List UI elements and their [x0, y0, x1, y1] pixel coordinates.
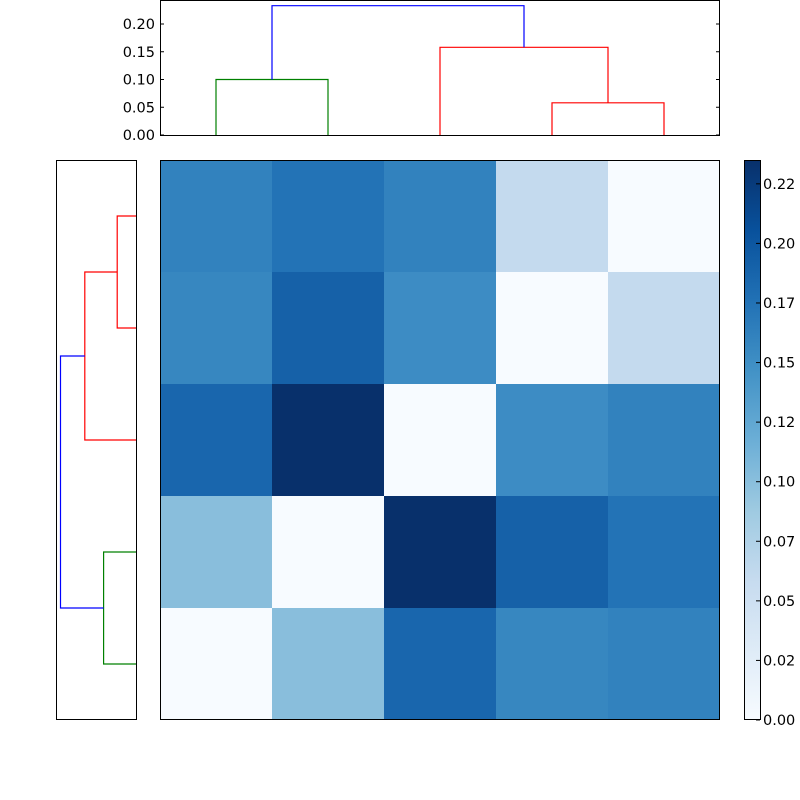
- colorbar-tick-label: 0.20: [763, 236, 795, 252]
- colorbar-tick-label: 0.22: [763, 177, 795, 193]
- heatmap-cell: [608, 608, 720, 720]
- heatmap-cells: [160, 160, 720, 720]
- heatmap-cell: [272, 384, 384, 496]
- top-dendrogram-y-axis: 0.00 0.05 0.10 0.15 0.20: [123, 17, 720, 144]
- y-tick-label: 0.05: [123, 100, 155, 116]
- heatmap: [160, 160, 720, 720]
- heatmap-cell: [608, 496, 720, 608]
- y-tick-label: 0.20: [123, 17, 155, 33]
- colorbar-tick-label: 0.05: [763, 594, 795, 610]
- heatmap-cell: [160, 496, 272, 608]
- y-tick-label: 0.00: [123, 128, 155, 144]
- heatmap-cell: [384, 272, 496, 384]
- heatmap-cell: [496, 384, 608, 496]
- colorbar-tick-label: 0.17: [763, 296, 795, 312]
- heatmap-cell: [384, 608, 496, 720]
- heatmap-cell: [384, 496, 496, 608]
- left-dendrogram: [56, 160, 137, 720]
- heatmap-cell: [160, 608, 272, 720]
- heatmap-frame: [160, 160, 720, 720]
- colorbar-tick-label: 0.15: [763, 356, 795, 372]
- colorbar-tick-label: 0.00: [763, 713, 795, 729]
- heatmap-cell: [160, 384, 272, 496]
- heatmap-cell: [160, 272, 272, 384]
- heatmap-cell: [272, 496, 384, 608]
- colorbar-tick-label: 0.12: [763, 415, 795, 431]
- colorbar-gradient: [744, 160, 761, 720]
- dendrogram-link: [59, 355, 104, 609]
- dendrogram-link: [271, 5, 525, 80]
- heatmap-cell: [272, 272, 384, 384]
- colorbar-tick-label: 0.10: [763, 475, 795, 491]
- colorbar: 0.00 0.02 0.05 0.07 0.10 0.12 0.15 0.17 0.20 0.22: [744, 160, 795, 729]
- heatmap-cell: [608, 160, 720, 272]
- heatmap-cell: [496, 160, 608, 272]
- heatmap-cell: [160, 160, 272, 272]
- colorbar-tick-label: 0.02: [763, 653, 795, 669]
- heatmap-cell: [608, 272, 720, 384]
- heatmap-cell: [496, 272, 608, 384]
- heatmap-cell: [608, 384, 720, 496]
- left-dendrogram-links: [59, 215, 136, 665]
- heatmap-cell: [384, 160, 496, 272]
- heatmap-cell: [272, 160, 384, 272]
- colorbar-tick-label: 0.07: [763, 534, 795, 550]
- y-tick-label: 0.15: [123, 45, 155, 61]
- top-dendrogram: 0.00 0.05 0.10 0.15 0.20: [123, 0, 720, 144]
- top-dendrogram-links: [215, 5, 665, 135]
- y-tick-label: 0.10: [123, 73, 155, 89]
- heatmap-cell: [496, 496, 608, 608]
- heatmap-cell: [384, 384, 496, 496]
- heatmap-cell: [496, 608, 608, 720]
- colorbar-ticks: 0.00 0.02 0.05 0.07 0.10 0.12 0.15 0.17 0.20 0.22: [756, 177, 795, 729]
- heatmap-cell: [272, 608, 384, 720]
